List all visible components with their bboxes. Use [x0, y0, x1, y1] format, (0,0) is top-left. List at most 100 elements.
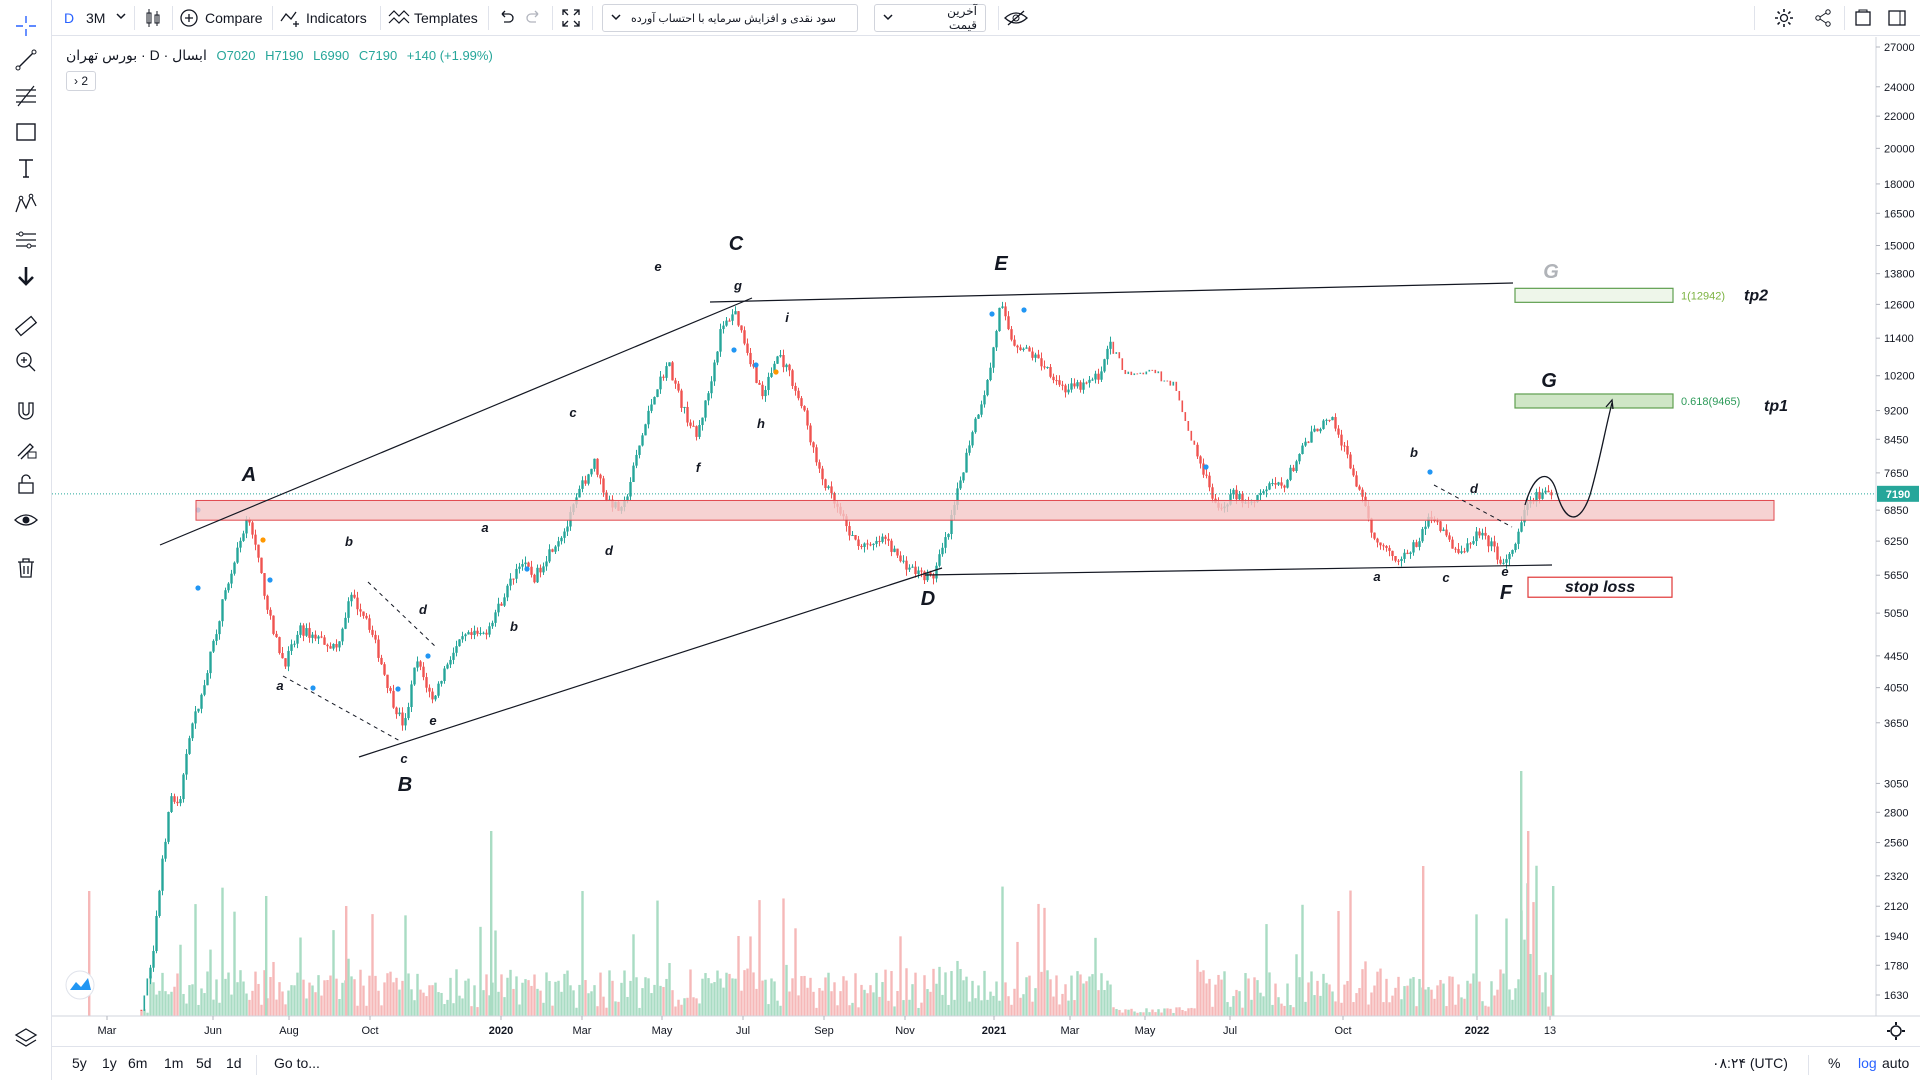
volume-bar: [716, 970, 719, 1016]
percent-toggle[interactable]: %: [1828, 1055, 1841, 1071]
candle-body: [719, 329, 722, 352]
candle-body: [164, 841, 167, 859]
candle-body: [1370, 518, 1373, 533]
magnet-icon[interactable]: [14, 400, 38, 424]
interval-button[interactable]: 3M: [86, 10, 106, 26]
panel-layout-icon[interactable]: [1888, 9, 1906, 35]
volume-bar: [665, 978, 668, 1016]
candle-body: [761, 384, 764, 397]
chevron-down-icon[interactable]: [116, 13, 126, 39]
volume-bar: [392, 982, 395, 1016]
volume-bar: [959, 968, 962, 1016]
candle: [584, 475, 587, 486]
volume-bar: [1238, 991, 1241, 1016]
candle: [1013, 335, 1016, 347]
ruler-icon[interactable]: [14, 314, 38, 338]
candle: [764, 385, 767, 402]
candle: [1046, 366, 1049, 369]
sub-wave-label: b: [510, 619, 518, 634]
trash-icon[interactable]: [14, 556, 38, 580]
volume-bar: [506, 977, 509, 1016]
volume-bar: [1454, 1004, 1457, 1016]
candle-body: [1253, 501, 1256, 503]
volume-bar: [482, 990, 485, 1016]
eye-icon[interactable]: [14, 508, 38, 532]
range-1d[interactable]: 1d: [226, 1055, 242, 1071]
candle-body: [1046, 367, 1049, 369]
y-tick-label: 1780: [1884, 960, 1908, 972]
candle-body: [980, 404, 983, 415]
candle: [1133, 373, 1136, 376]
redo-icon[interactable]: [526, 10, 542, 36]
crosshair-icon[interactable]: [14, 14, 38, 38]
templates-button[interactable]: Templates: [414, 10, 478, 26]
lock-pencil-icon[interactable]: [14, 436, 38, 460]
candle-body: [476, 630, 479, 634]
candle-body: [323, 637, 326, 645]
volume-bar: [365, 1005, 368, 1016]
range-5d[interactable]: 5d: [196, 1055, 212, 1071]
text-tool-icon[interactable]: [14, 156, 38, 180]
volume-bar: [782, 898, 785, 1016]
layers-icon[interactable]: [14, 1026, 38, 1050]
candle: [194, 706, 197, 729]
indicators-button[interactable]: Indicators: [306, 10, 367, 26]
interval-prefix[interactable]: D: [64, 10, 75, 26]
volume-bar: [1511, 999, 1514, 1016]
candle-body: [1127, 371, 1130, 375]
candle: [1178, 390, 1181, 401]
candle: [887, 533, 890, 547]
undo-icon[interactable]: [498, 10, 514, 36]
prediction-tool-icon[interactable]: [14, 228, 38, 252]
volume-bar: [1310, 971, 1313, 1016]
goto-button[interactable]: Go to...: [274, 1055, 320, 1071]
pattern-tool-icon[interactable]: [14, 192, 38, 216]
price-source-select[interactable]: آخرین قیمت: [874, 4, 986, 32]
indicators-icon[interactable]: [280, 9, 302, 35]
y-tick-label: 18000: [1884, 179, 1915, 191]
candle: [1274, 477, 1277, 489]
settings-gear-icon[interactable]: [1774, 8, 1794, 34]
volume-bar: [527, 980, 530, 1016]
auto-toggle[interactable]: auto: [1882, 1055, 1910, 1071]
candle: [845, 513, 848, 532]
x-tick-label: Jun: [204, 1025, 222, 1037]
indicators-collapse-button[interactable]: › 2: [66, 71, 96, 91]
candle-body: [167, 811, 170, 842]
trend-line-icon[interactable]: [14, 48, 38, 72]
dividend-dot: [753, 362, 759, 368]
share-icon[interactable]: [1814, 9, 1832, 35]
candle: [203, 679, 206, 697]
zoom-in-icon[interactable]: [14, 350, 38, 374]
hide-eye-icon[interactable]: [1004, 10, 1028, 36]
range-6m[interactable]: 6m: [128, 1055, 148, 1071]
volume-bar: [890, 971, 893, 1016]
fib-tool-icon[interactable]: [14, 84, 38, 108]
log-toggle[interactable]: log: [1858, 1055, 1877, 1071]
clock-utc[interactable]: ۰۸:۲۴ (UTC): [1712, 1055, 1788, 1071]
candle: [971, 430, 974, 448]
volume-bar: [920, 1002, 923, 1016]
volume-bar: [1400, 999, 1403, 1016]
symbol-title[interactable]: ابسال · D · بورس تهران: [66, 47, 207, 63]
range-5y[interactable]: 5y: [72, 1055, 87, 1071]
candle-body: [1322, 420, 1325, 429]
templates-icon[interactable]: [388, 9, 410, 35]
candle: [854, 534, 857, 541]
candle: [1397, 558, 1400, 566]
arrow-down-icon[interactable]: [14, 264, 38, 288]
compare-plus-icon[interactable]: [180, 9, 198, 35]
rectangle-shape-icon[interactable]: [14, 120, 38, 144]
y-tick-label: 4050: [1884, 683, 1908, 695]
candle-body: [1316, 428, 1319, 432]
indicator-select[interactable]: سود نقدی و افزایش سرمایه با احتساب آورده: [602, 4, 858, 32]
snapshot-icon[interactable]: [1854, 9, 1872, 35]
range-1y[interactable]: 1y: [102, 1055, 117, 1071]
range-1m[interactable]: 1m: [164, 1055, 184, 1071]
unlock-icon[interactable]: [14, 472, 38, 496]
candle-body: [896, 548, 899, 556]
candle-style-icon[interactable]: [144, 8, 162, 34]
fullscreen-icon[interactable]: [562, 9, 580, 35]
candle: [164, 838, 167, 862]
compare-button[interactable]: Compare: [205, 10, 263, 26]
